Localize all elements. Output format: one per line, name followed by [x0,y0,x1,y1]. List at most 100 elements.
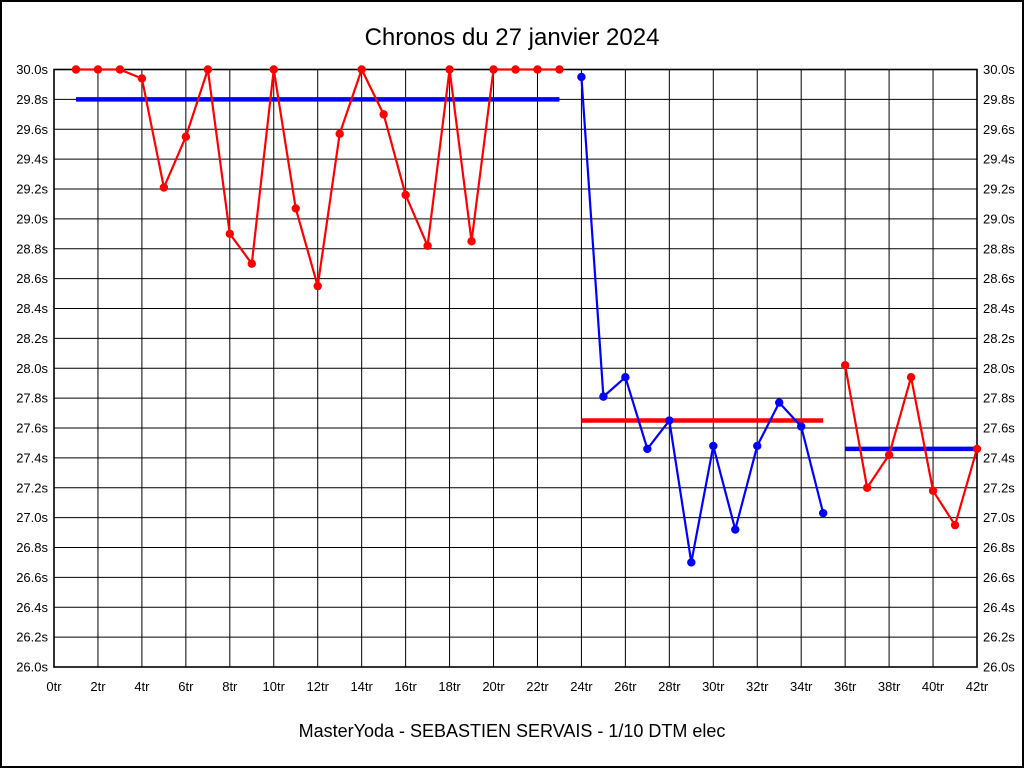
blue-stint-data-point-marker [818,508,828,518]
y-tick-label-right: 28.8s [983,241,1015,256]
x-tick-label: 22tr [526,679,549,694]
red-stint-1-data-point-marker [181,132,191,141]
y-tick-label-left: 29.0s [16,211,48,226]
x-tick-label: 4tr [134,679,150,694]
blue-stint-data-point-marker [665,416,674,425]
red-stint-2-line [844,365,979,527]
red-stint-1-data-point-marker [137,74,147,83]
red-stint-1-data-point-marker [225,229,235,239]
y-tick-label-left: 26.2s [16,630,48,645]
x-tick-label: 6tr [178,679,194,694]
blue-stint-data-point-marker [621,373,630,382]
x-tick-label: 8tr [222,679,238,694]
x-tick-label: 10tr [263,679,286,694]
blue-stint-data-point-marker [577,72,586,82]
red-stint-1-data-point-marker [357,65,366,74]
y-tick-label-right: 29.0s [983,211,1015,226]
y-tick-label-right: 29.4s [983,152,1015,167]
y-tick-label-right: 28.6s [983,271,1015,286]
y-tick-label-left: 27.2s [16,480,48,495]
y-tick-label-left: 27.8s [16,391,48,406]
blue-stint-data-point-marker [796,422,806,431]
red-stint-2-data-point-marker [928,486,938,495]
y-tick-label-left: 29.8s [16,92,48,107]
y-tick-label-right: 27.2s [983,480,1015,495]
red-stint-1-data-point-marker [93,65,103,74]
blue-stint-data-point-marker [753,441,762,451]
chart-title: Chronos du 27 janvier 2024 [364,24,660,51]
y-tick-label-right: 26.4s [983,600,1015,615]
red-stint-1-data-point-marker [555,65,564,74]
red-stint-2-data-point-marker [840,361,850,370]
x-tick-label: 38tr [878,679,901,694]
red-stint-1-data-point-marker [335,129,344,138]
y-tick-label-left: 26.6s [16,570,48,585]
y-tick-label-left: 29.2s [16,182,48,197]
y-tick-label-right: 26.0s [983,660,1015,675]
y-tick-label-right: 26.6s [983,570,1015,585]
y-tick-label-left: 30.0s [16,62,48,77]
x-tick-label: 28tr [658,679,681,694]
y-tick-label-left: 27.0s [16,510,48,525]
y-tick-label-left: 28.8s [16,241,48,256]
x-tick-label: 18tr [438,679,461,694]
y-tick-label-left: 29.4s [16,152,48,167]
blue-stint-data-point-marker [709,441,718,451]
red-stint-1-data-point-marker [379,110,388,119]
x-tick-label: 14tr [350,679,373,694]
y-tick-label-right: 26.2s [983,630,1015,645]
y-tick-label-right: 27.8s [983,391,1015,406]
blue-stint-data-point-marker [687,558,696,567]
y-tick-label-left: 26.0s [16,660,48,675]
y-tick-label-right: 28.4s [983,301,1015,316]
red-stint-2-data-point-marker [862,483,872,492]
y-tick-label-right: 27.4s [983,450,1015,465]
y-tick-label-left: 27.6s [16,421,48,436]
y-tick-label-left: 26.8s [16,540,48,555]
x-tick-label: 34tr [790,679,813,694]
blue-stint-line [580,76,825,564]
x-tick-label: 40tr [922,679,945,694]
red-stint-1-data-point-marker [467,237,476,246]
red-stint-2-data-point-marker [972,444,982,454]
x-tick-label: 36tr [834,679,857,694]
red-stint-1-data-point-marker [533,65,542,74]
chart-grid [53,69,978,668]
red-stint-2-data-point-marker [950,520,960,530]
red-stint-2-data-point-marker [884,450,894,460]
y-tick-label-right: 28.0s [983,361,1015,376]
series-red-stint-1 [71,65,564,291]
x-tick-label: 32tr [746,679,769,694]
x-tick-label: 24tr [570,679,593,694]
y-tick-label-right: 27.6s [983,421,1015,436]
red-stint-1-data-point-marker [71,65,81,74]
series-red-stint-2 [840,361,982,530]
y-tick-label-right: 29.2s [983,182,1015,197]
y-tick-label-left: 28.4s [16,301,48,316]
y-tick-label-right: 26.8s [983,540,1015,555]
red-stint-1-data-point-marker [401,190,410,200]
y-tick-label-right: 29.8s [983,92,1015,107]
blue-stint-data-point-marker [731,525,740,534]
y-tick-label-left: 28.0s [16,361,48,376]
red-stint-1-data-point-marker [291,204,300,213]
red-stint-1-data-point-marker [159,183,169,192]
series-blue-stint [577,72,828,567]
y-tick-label-left: 26.4s [16,600,48,615]
x-tick-label: 42tr [966,679,989,694]
blue-stint-data-point-marker [643,444,652,454]
blue-stint-data-point-marker [775,398,784,407]
red-stint-1-data-point-marker [115,65,125,74]
red-stint-2-data-point-marker [906,373,916,382]
red-stint-1-data-point-marker [489,65,498,74]
blue-stint-data-point-marker [599,392,608,401]
axis-labels: 30.0s 30.0s 29.8s 29.8s 29.6s 29.6s 29.4s 29.4s… [16,62,1015,694]
y-tick-label-right: 27.0s [983,510,1015,525]
x-tick-label: 26tr [614,679,637,694]
x-tick-label: 2tr [90,679,106,694]
red-stint-1-data-point-marker [445,65,454,74]
chart-caption: MasterYoda - SEBASTIEN SERVAIS - 1/10 DT… [298,721,726,741]
y-tick-label-right: 29.6s [983,122,1015,137]
red-stint-1-data-point-marker [313,281,322,291]
